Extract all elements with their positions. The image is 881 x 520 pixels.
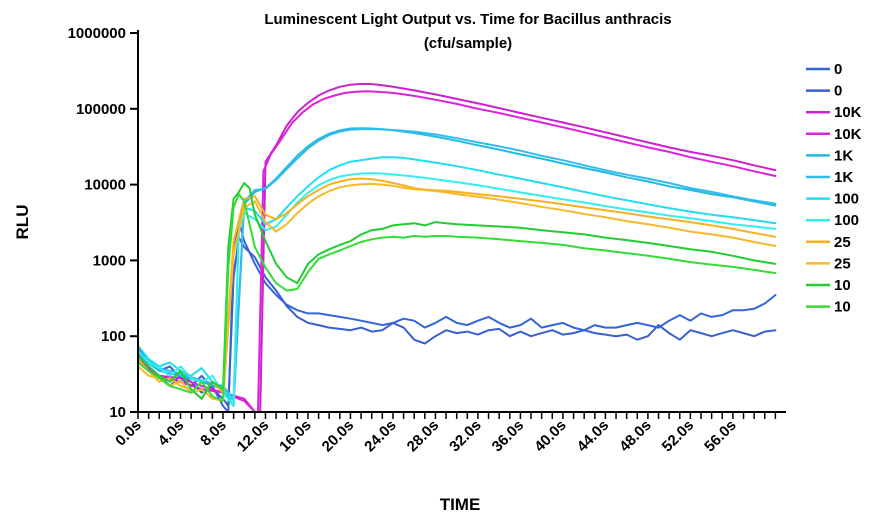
legend-label: 100 — [834, 212, 859, 229]
legend-label: 10 — [834, 277, 851, 294]
x-axis-ticks: 0.0s 4.0s 8.0s 12.0s 16.0s 20.0s 24.0s 28.0s 32.… — [112, 412, 777, 456]
y-tick-label: 100 — [101, 328, 126, 345]
series-line-10k-1 — [138, 82, 777, 412]
series-line-100-2 — [138, 172, 777, 407]
y-tick-label: 10 — [109, 404, 126, 421]
legend-label: 10 — [834, 299, 851, 316]
legend-label: 25 — [834, 255, 851, 272]
x-tick-label: 0.0s — [112, 417, 145, 450]
x-tick-label: 36.0s — [489, 417, 528, 456]
axes — [137, 30, 786, 413]
legend-label: 25 — [834, 234, 851, 251]
series-line-25-2 — [138, 182, 777, 402]
y-tick-label: 10000 — [84, 177, 126, 194]
legend-label: 1K — [834, 169, 853, 186]
legend-label: 10K — [834, 126, 862, 143]
legend-label: 10K — [834, 104, 862, 121]
x-tick-label: 16.0s — [276, 417, 315, 456]
y-tick-label: 100000 — [76, 101, 126, 118]
chart-title-line2: (cfu/sample) — [424, 35, 512, 52]
y-tick-label: 1000000 — [68, 25, 126, 42]
x-tick-label: 4.0s — [155, 417, 188, 450]
x-tick-label: 40.0s — [531, 417, 570, 456]
y-tick-label: 1000 — [93, 252, 126, 269]
x-tick-label: 56.0s — [701, 417, 740, 456]
y-axis-ticks: 10 100 1000 10000 100000 1000000 — [68, 25, 138, 421]
plot-area — [138, 82, 777, 412]
x-tick-label: 44.0s — [574, 417, 613, 456]
legend-label: 0 — [834, 61, 842, 78]
x-tick-label: 28.0s — [404, 417, 443, 456]
series-line-0-2 — [138, 236, 777, 407]
x-tick-label: 48.0s — [616, 417, 655, 456]
x-tick-label: 12.0s — [234, 417, 273, 456]
series-line-10k-2 — [138, 90, 777, 412]
x-tick-label: 20.0s — [319, 417, 358, 456]
x-tick-label: 32.0s — [446, 417, 485, 456]
x-axis-label: TIME — [440, 495, 481, 514]
x-tick-label: 24.0s — [361, 417, 400, 456]
legend-label: 100 — [834, 191, 859, 208]
series-line-10-2 — [138, 193, 777, 402]
legend-label: 0 — [834, 83, 842, 100]
series-line-25-1 — [138, 177, 777, 400]
legend-label: 1K — [834, 147, 853, 164]
x-tick-label: 8.0s — [197, 417, 230, 450]
x-tick-label: 52.0s — [659, 417, 698, 456]
y-axis-label: RLU — [13, 205, 32, 240]
legend: 0 0 10K 10K 1K 1K 100 100 25 25 10 10 — [806, 61, 862, 316]
chart-title-line1: Luminescent Light Output vs. Time for Ba… — [264, 11, 671, 28]
